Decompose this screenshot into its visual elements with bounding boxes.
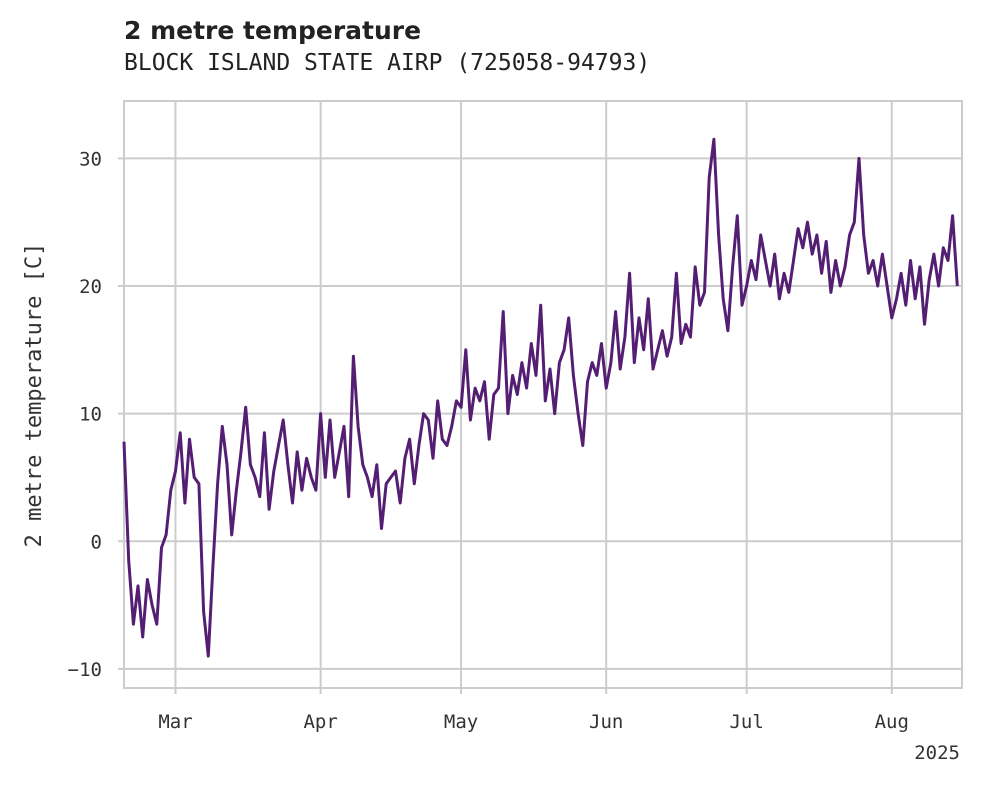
x-tick-label: Aug [875, 711, 909, 733]
plot-frame [123, 100, 963, 689]
x-tick-label: Mar [158, 711, 192, 733]
chart-subtitle: BLOCK ISLAND STATE AIRP (725058-94793) [124, 50, 651, 76]
x-axis-year-label: 2025 [914, 742, 960, 764]
chart-title: 2 metre temperature [124, 16, 422, 45]
y-axis-label: 2 metre temperature [C] [22, 243, 47, 548]
x-tick-label: May [444, 711, 478, 733]
tick-labels: −10 0 10 20 30 Mar Apr May Jun Jul Aug [68, 148, 909, 733]
series-group [122, 137, 959, 658]
y-tick-label: 30 [79, 148, 102, 170]
grid-lines [124, 101, 962, 688]
y-tick-label: 0 [91, 531, 102, 553]
temperature-series-line [122, 137, 959, 658]
y-tick-label: 10 [79, 404, 102, 426]
x-tick-label: Jun [589, 711, 623, 733]
x-tick-label: Apr [303, 711, 337, 733]
y-tick-label: 20 [79, 276, 102, 298]
y-tick-label: −10 [68, 659, 102, 681]
x-tick-label: Jul [729, 711, 763, 733]
